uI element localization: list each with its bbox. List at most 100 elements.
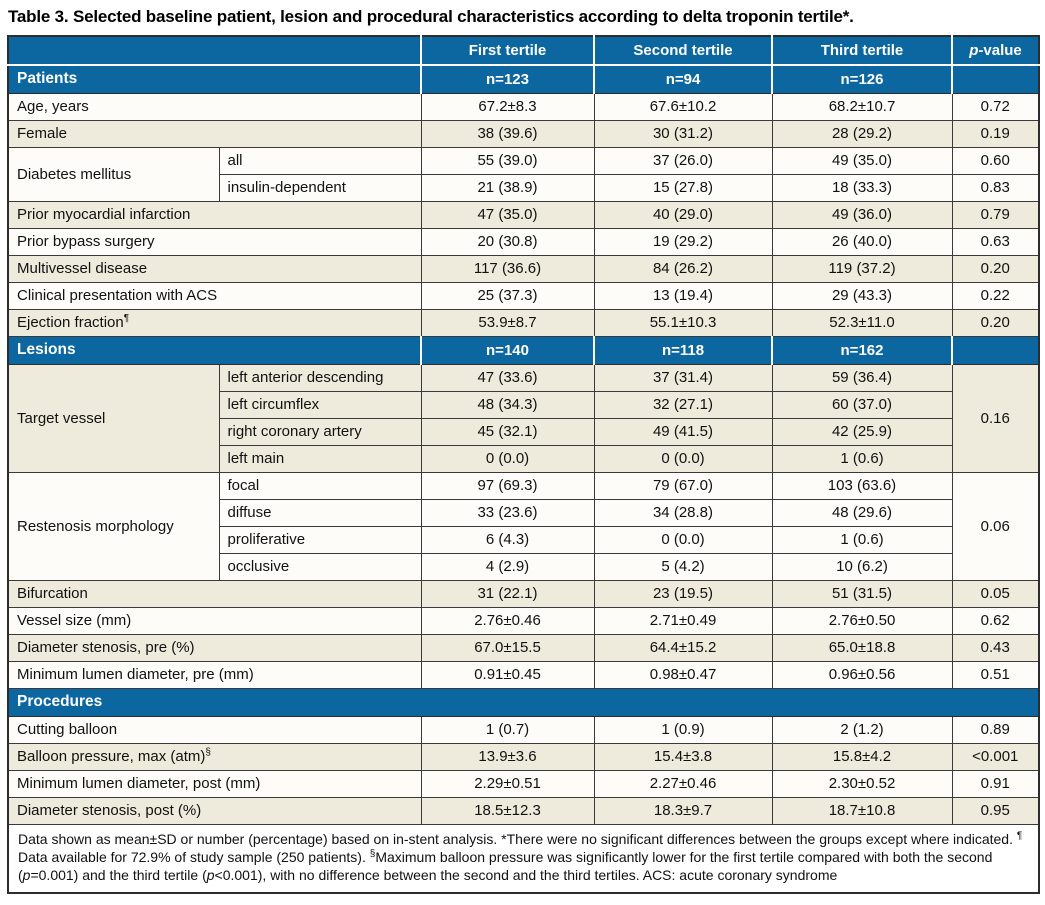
table-row: Diameter stenosis, post (%) 18.5±12.3 18.3… [7, 796, 1040, 825]
row-label-text: Restenosis morphology [17, 517, 174, 535]
row-label-cell: Diameter stenosis, pre (%) [7, 633, 422, 662]
cell-value: 21 (38.9) [420, 173, 595, 202]
section-p-blank [951, 335, 1039, 365]
cell-value: 1 (0.6) [771, 444, 953, 473]
row-label-text: Female [17, 125, 68, 142]
p-value-cell: 0.05 [951, 579, 1040, 608]
cell-value: 67.6±10.2 [593, 92, 773, 121]
cell-value: 15.4±3.8 [593, 742, 773, 771]
row-label-cell: Female [7, 119, 422, 148]
cell-value: 0.96±0.56 [771, 660, 953, 689]
table-header-row: First tertile Second tertile Third terti… [7, 36, 1039, 66]
p-value-cell: 0.83 [951, 173, 1040, 202]
row-label-text: Multivessel disease [17, 260, 148, 277]
p-value-cell: 0.79 [951, 200, 1040, 229]
section-count: n=162 [771, 335, 952, 365]
cell-value: 15.8±4.2 [771, 742, 953, 771]
table-row: Prior bypass surgery 20 (30.8) 19 (29.2) 26… [7, 227, 1040, 256]
cell-value: 5 (4.2) [593, 552, 773, 581]
table-row: left circumflex 48 (34.3) 32 (27.1) 60 (37.… [8, 390, 1039, 419]
cell-value: 0 (0.0) [593, 444, 773, 473]
cell-value: 31 (22.1) [420, 579, 595, 608]
table-row: Diabetes mellitus all 55 (39.0) 37 (26.0) 49… [7, 146, 1040, 202]
section-header-lesions: Lesions n=140 n=118 n=162 [7, 335, 1039, 365]
row-sublabel: left main [218, 444, 422, 473]
cell-value: 55 (39.0) [420, 146, 595, 175]
table-row: Restenosis morphology focal 97 (69.3) 79 (6… [7, 471, 1040, 581]
cell-value: 2.27±0.46 [593, 769, 773, 798]
section-count: n=123 [420, 64, 594, 94]
cell-value: 79 (67.0) [593, 471, 773, 500]
table-row: Bifurcation 31 (22.1) 23 (19.5) 51 (31.5) 0.… [7, 579, 1040, 608]
cell-value: 4 (2.9) [420, 552, 595, 581]
section-marker: § [369, 848, 376, 860]
section-p-blank [951, 64, 1039, 94]
cell-value: 103 (63.6) [771, 471, 953, 500]
cell-value: 19 (29.2) [593, 227, 773, 256]
cell-value: 48 (29.6) [771, 498, 953, 527]
p-value-cell: 0.16 [951, 363, 1040, 473]
cell-value: 1 (0.9) [593, 715, 773, 744]
cell-value: 42 (25.9) [771, 417, 953, 446]
p-value-cell: 0.89 [951, 715, 1040, 744]
cell-value: 2.76±0.50 [771, 606, 953, 635]
cell-value: 29 (43.3) [771, 281, 953, 310]
row-label-superscript: ¶ [123, 313, 130, 324]
row-label-text: Age, years [17, 98, 89, 115]
cell-value: 47 (33.6) [420, 363, 595, 392]
characteristics-table: First tertile Second tertile Third terti… [7, 35, 1040, 894]
cell-value: 32 (27.1) [593, 390, 773, 419]
cell-value: 48 (34.3) [420, 390, 595, 419]
row-label-text: Clinical presentation with ACS [17, 287, 218, 304]
p-value-cell: 0.95 [951, 796, 1040, 825]
table-row: Minimum lumen diameter, post (mm) 2.29±0.… [7, 769, 1040, 798]
cell-value: 18 (33.3) [771, 173, 953, 202]
row-label-text: Diameter stenosis, pre (%) [17, 639, 195, 656]
row-sublabel: all [218, 146, 422, 175]
section-label: Procedures [7, 687, 1039, 717]
row-label-text: Prior myocardial infarction [17, 206, 191, 223]
table-title: Table 3. Selected baseline patient, lesi… [8, 7, 854, 26]
cell-value: 2.29±0.51 [420, 769, 595, 798]
table-row: Balloon pressure, max (atm)§ 13.9±3.6 15.4… [7, 742, 1040, 771]
row-label-cell: Balloon pressure, max (atm)§ [7, 742, 422, 771]
row-sublabel: focal [218, 471, 422, 500]
footnote-p-italic: p [22, 867, 31, 884]
cell-value: 0 (0.0) [420, 444, 595, 473]
cell-value: 34 (28.8) [593, 498, 773, 527]
section-header-procedures: Procedures [7, 687, 1039, 717]
cell-value: 119 (37.2) [771, 254, 953, 283]
row-label-text: Balloon pressure, max (atm) [17, 748, 206, 765]
table-row: diffuse 33 (23.6) 34 (28.8) 48 (29.6) [8, 498, 1039, 527]
table-row: Vessel size (mm) 2.76±0.46 2.71±0.49 2.76±0… [7, 606, 1040, 635]
cell-value: 13 (19.4) [593, 281, 773, 310]
row-sublabel: occlusive [218, 552, 422, 581]
cell-value: 0.91±0.45 [420, 660, 595, 689]
cell-value: 28 (29.2) [771, 119, 953, 148]
row-sublabel: left circumflex [218, 390, 422, 419]
footnote-text: =0.001) and the third tertile ( [30, 867, 207, 884]
section-count: n=140 [420, 335, 594, 365]
p-value-cell: 0.20 [951, 254, 1040, 283]
section-label: Lesions [7, 335, 421, 365]
cell-value: 20 (30.8) [420, 227, 595, 256]
cell-value: 37 (31.4) [593, 363, 773, 392]
p-value-cell: 0.06 [951, 471, 1040, 581]
row-sublabel: right coronary artery [218, 417, 422, 446]
row-label-cell: Age, years [7, 92, 422, 121]
cell-value: 18.5±12.3 [420, 796, 595, 825]
row-label-cell: Minimum lumen diameter, pre (mm) [7, 660, 422, 689]
cell-value: 60 (37.0) [771, 390, 953, 419]
table-row: left main 0 (0.0) 0 (0.0) 1 (0.6) [8, 444, 1039, 473]
p-value-cell: 0.63 [951, 227, 1040, 256]
cell-value: 2.30±0.52 [771, 769, 953, 798]
table-row: occlusive 4 (2.9) 5 (4.2) 10 (6.2) [8, 552, 1039, 581]
cell-value: 45 (32.1) [420, 417, 595, 446]
footnote-p-italic: p [206, 867, 215, 884]
section-count: n=94 [593, 64, 772, 94]
cell-value: 18.3±9.7 [593, 796, 773, 825]
cell-value: 64.4±15.2 [593, 633, 773, 662]
header-first-tertile: First tertile [420, 36, 594, 66]
p-value-cell: 0.19 [951, 119, 1040, 148]
row-label-cell: Restenosis morphology [7, 471, 220, 581]
